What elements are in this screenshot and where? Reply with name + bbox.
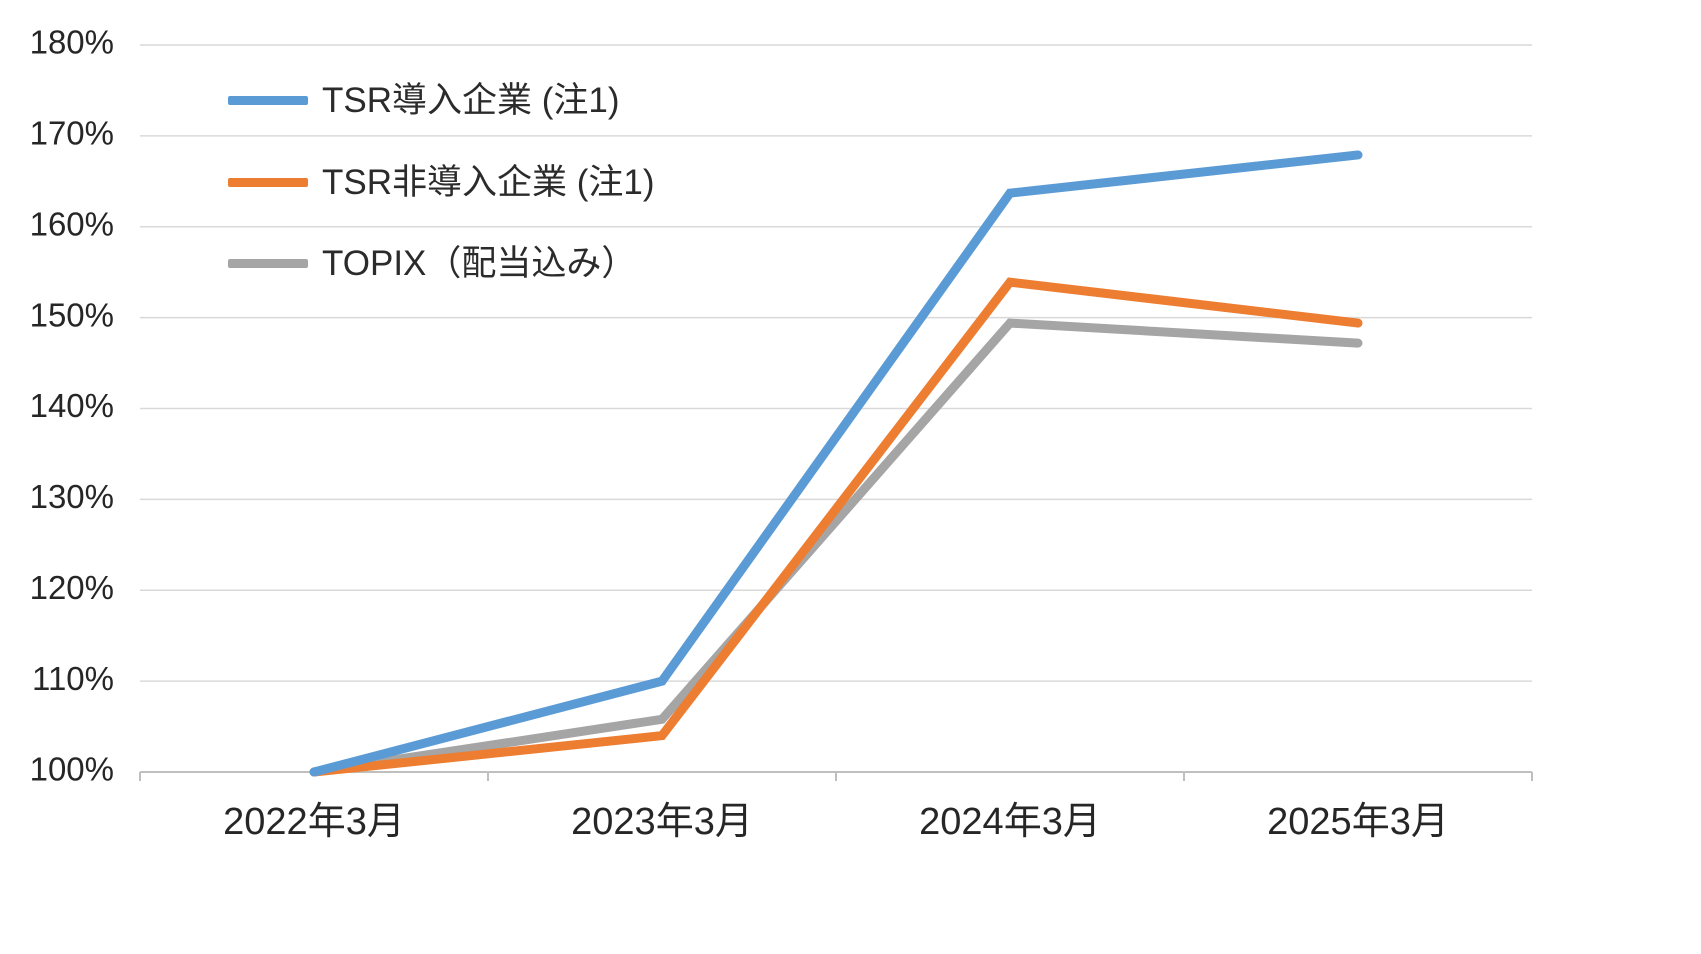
y-tick-label: 150% <box>30 296 114 333</box>
series-line-2 <box>309 318 1363 777</box>
x-tick-label: 2025年3月 <box>1267 801 1449 843</box>
y-tick-label: 170% <box>30 115 114 152</box>
y-tick-label: 180% <box>30 24 114 61</box>
legend-item-topix: TOPIX（配当込み） <box>228 241 655 287</box>
legend-item-tsr-adopters: TSR導入企業 (注1) <box>228 78 655 124</box>
legend-label: TSR非導入企業 (注1) <box>322 162 655 202</box>
y-tick-label: 130% <box>30 478 114 515</box>
y-tick-label: 120% <box>30 569 114 606</box>
series-line-1 <box>309 277 1363 777</box>
x-tick-label: 2022年3月 <box>223 801 405 843</box>
legend-label: TSR導入企業 (注1) <box>322 81 620 120</box>
legend-swatch-line-gray <box>228 259 308 269</box>
x-tick-label: 2023年3月 <box>571 801 753 843</box>
y-tick-label: 140% <box>30 387 114 424</box>
legend-label: TOPIX（配当込み） <box>322 244 637 283</box>
series-line-0 <box>309 150 1363 777</box>
legend-swatch-line-blue <box>228 96 308 106</box>
x-tick-label: 2024年3月 <box>919 801 1101 843</box>
y-tick-label: 110% <box>32 660 114 697</box>
legend-swatch-line-orange <box>228 177 308 187</box>
y-tick-label: 160% <box>30 205 114 242</box>
legend-item-tsr-non-adopters: TSR非導入企業 (注1) <box>228 160 655 206</box>
y-tick-label: 100% <box>30 751 114 788</box>
legend: TSR導入企業 (注1) TSR非導入企業 (注1) TOPIX（配当込み） <box>228 78 655 287</box>
